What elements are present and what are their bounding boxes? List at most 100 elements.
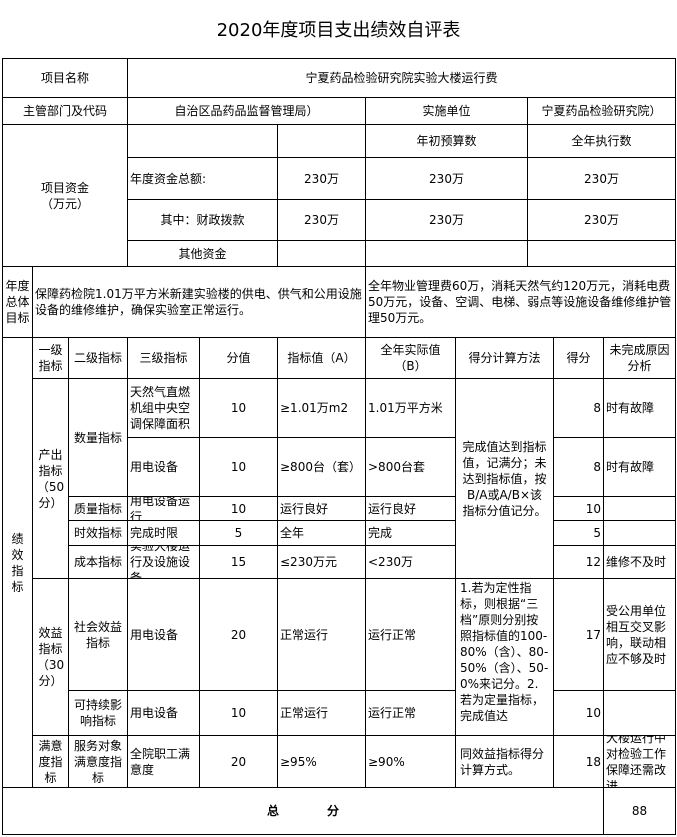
indicator-name: 完成时限 [127, 520, 200, 546]
indicator-actual: 运行正常 [365, 690, 456, 736]
indicator-reason: 时有故障 [603, 437, 676, 497]
sub-service: 服务对象满意度指标 [68, 735, 128, 788]
sub-timeliness: 时效指标 [68, 520, 128, 546]
group-benefit: 效益指标（30分） [32, 578, 69, 736]
funds-row-value [277, 240, 366, 267]
indicator-actual: <230万 [365, 545, 456, 579]
funds-row-value: 230万 [277, 157, 366, 200]
funds-row-exec: 230万 [527, 199, 676, 241]
indicator-score: 18 [553, 735, 604, 788]
funds-row-budget: 230万 [365, 199, 528, 241]
indicator-score: 10 [553, 690, 604, 736]
indicator-reason: 大楼运行中对检验工作保障还需改进 [603, 735, 676, 788]
indicator-reason: 时有故障 [603, 378, 676, 438]
indicator-reason [603, 690, 676, 736]
indicator-actual: 1.01万平方米 [365, 378, 456, 438]
indicator-score-value: 20 [199, 735, 278, 788]
indicator-name: 全院职工满意度 [127, 735, 200, 788]
impl-value: 宁夏药品检验研究院） [527, 97, 676, 125]
project-name: 宁夏药品检验研究院实验大楼运行费 [127, 58, 676, 98]
group-output: 产出指标（50分） [32, 378, 69, 579]
method-satisfaction: 同效益指标得分计算方式。 [455, 735, 554, 788]
funds-row-label: 其他资金 [127, 240, 278, 267]
method-benefit: 1.若为定性指标，则根据“三档”原则分别按照指标值的100-80%（含）、80-… [455, 578, 554, 736]
indicator-score-value: 5 [199, 520, 278, 546]
project-name-label: 项目名称 [2, 58, 128, 98]
sheet-title: 2020年度项目支出绩效自评表 [216, 20, 461, 41]
indicator-reason: 维修不及时 [603, 545, 676, 579]
indicator-name: 用电设备 [127, 690, 200, 736]
indicator-actual: 运行良好 [365, 496, 456, 521]
sub-quantity: 数量指标 [68, 378, 128, 497]
goal-label: 年度总体目标 [2, 266, 33, 338]
indicator-score: 12 [553, 545, 604, 579]
goal-actual: 全年物业管理费60万，消耗天然气约120万元，消耗电费50万元，设备、空调、电梯… [365, 266, 676, 338]
indicator-target: 正常运行 [277, 690, 366, 736]
header-reason: 未完成原因分析 [603, 337, 676, 379]
sub-cost: 成本指标 [68, 545, 128, 579]
exec-header: 全年执行数 [527, 124, 676, 158]
indicator-actual: >800台套 [365, 437, 456, 497]
header-score: 得分 [553, 337, 604, 379]
indicator-score: 8 [553, 437, 604, 497]
indicator-reason: 受公用单位相互交叉影响，联动相应不够及时 [603, 578, 676, 691]
indicator-score-value: 20 [199, 578, 278, 691]
impl-label: 实施单位 [365, 97, 528, 125]
indicator-score: 10 [553, 496, 604, 521]
indicator-name: 用电设备 [127, 437, 200, 497]
indicator-target: 运行良好 [277, 496, 366, 521]
funds-row-budget: 230万 [365, 157, 528, 200]
indicator-score-value: 10 [199, 378, 278, 438]
header-actual: 全年实际值（B） [365, 337, 456, 379]
indicator-name: 天然气直燃机组中央空调保障面积 [127, 378, 200, 438]
goal-target: 保障药检院1.01万平方米新建实验楼的供电、供气和公用设施设备的维修维护，确保实… [32, 266, 366, 338]
indicator-score: 8 [553, 378, 604, 438]
dept-label: 主管部门及代码 [2, 97, 128, 125]
indicator-target: ≥1.01万m2 [277, 378, 366, 438]
budget-header: 年初预算数 [365, 124, 528, 158]
indicator-score: 17 [553, 578, 604, 691]
indicator-score-value: 10 [199, 496, 278, 521]
indicator-name: 用电设备 [127, 578, 200, 691]
perf-label: 绩效指标 [2, 337, 33, 788]
indicator-score: 5 [553, 520, 604, 546]
header-score-value: 分值 [199, 337, 278, 379]
method-output: 完成值达到指标值，记满分；未达到指标值，按B/A或A/B×该指标分值记分。 [455, 378, 554, 579]
funds-row-label: 年度资金总额: [127, 157, 278, 200]
funds-header-empty [277, 124, 366, 158]
indicator-reason [603, 520, 676, 546]
funds-row-value: 230万 [277, 199, 366, 241]
indicator-name: 用电设备运行 [127, 496, 200, 521]
indicator-name: 实验大楼运行及设施设备 [127, 545, 200, 579]
sub-sustainable: 可持续影响指标 [68, 690, 128, 736]
total-label: 总 分 [2, 787, 604, 835]
indicator-actual: 运行正常 [365, 578, 456, 691]
indicator-actual: 完成 [365, 520, 456, 546]
header-level2: 二级指标 [68, 337, 128, 379]
dept-value: 自治区品药品监督管理局） [127, 97, 366, 125]
indicator-target: 正常运行 [277, 578, 366, 691]
sub-quality: 质量指标 [68, 496, 128, 521]
indicator-target: 全年 [277, 520, 366, 546]
funds-row-exec [527, 240, 676, 267]
indicator-score-value: 15 [199, 545, 278, 579]
header-level3: 三级指标 [127, 337, 200, 379]
total-value: 88 [603, 787, 676, 835]
indicator-score-value: 10 [199, 437, 278, 497]
indicator-target: ≥800台（套） [277, 437, 366, 497]
indicator-score-value: 10 [199, 690, 278, 736]
group-satisfaction: 满意度指标（20分） [32, 735, 69, 788]
header-method: 得分计算方法 [455, 337, 554, 379]
indicator-actual: ≥90% [365, 735, 456, 788]
funds-header-empty [127, 124, 278, 158]
funds-row-exec: 230万 [527, 157, 676, 200]
indicator-reason [603, 496, 676, 521]
funds-row-budget [365, 240, 528, 267]
indicator-target: ≥95% [277, 735, 366, 788]
funds-label: 项目资金 （万元） [2, 124, 128, 267]
funds-row-label: 其中：财政拨款 [127, 199, 278, 241]
header-level1: 一级指标 [32, 337, 69, 379]
sub-social: 社会效益指标 [68, 578, 128, 691]
header-target: 指标值（A） [277, 337, 366, 379]
